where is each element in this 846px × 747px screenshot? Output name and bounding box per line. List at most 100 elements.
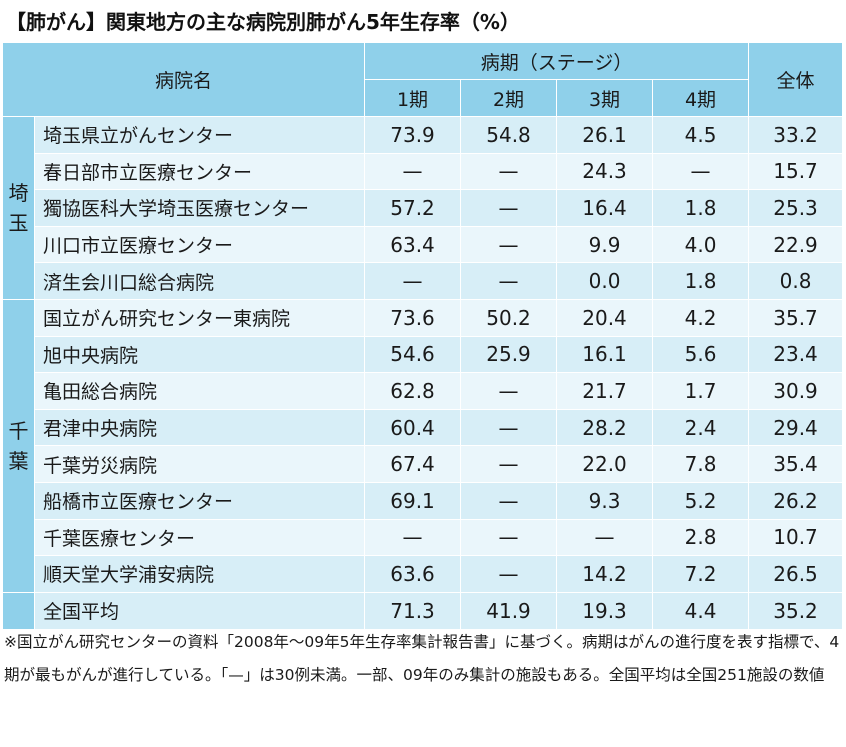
stage-3-rate-cell: 24.3 [556, 152, 654, 191]
overall-rate-cell: 23.4 [748, 335, 844, 374]
stage-4-rate-cell: 1.8 [652, 189, 750, 227]
overall-rate-cell: 22.9 [748, 225, 844, 264]
stage-3-rate-cell: 19.3 [556, 591, 654, 630]
region-label: 埼玉 [8, 180, 29, 235]
hospital-name: 済生会川口総合病院 [33, 262, 366, 300]
hospital-name: 獨協医科大学埼玉医療センター [33, 189, 366, 227]
stage-3-rate-cell: 14.2 [556, 555, 654, 593]
stage-1-rate-cell: 69.1 [364, 481, 462, 520]
stage-4-rate-cell: 4.5 [652, 116, 750, 154]
stage-2-rate-cell: — [460, 555, 558, 593]
footnote: ※国立がん研究センターの資料「2008年〜09年5年生存率集計報告書」に基づく。… [4, 633, 840, 684]
overall-rate-cell: 25.3 [748, 189, 844, 227]
hospital-name: 千葉労災病院 [33, 445, 366, 483]
hospital-column-header: 病院名 [1, 42, 366, 117]
stage-2-rate-cell: — [460, 262, 558, 300]
stage-1-rate-cell: 60.4 [364, 408, 462, 447]
stage-3-header: 3期 [556, 79, 654, 117]
stage-4-header: 4期 [652, 79, 750, 117]
stage-1-rate-cell: 63.6 [364, 555, 462, 593]
stage-4-rate-cell: 7.2 [652, 555, 750, 593]
table-row: 千葉医療センター — — —2.8 10.7 [3, 518, 844, 557]
stage-4-rate-cell: 2.8 [652, 518, 750, 557]
stage-3-rate-cell: 21.7 [556, 372, 654, 410]
national-average-label: 全国平均 [33, 591, 366, 630]
stage-3-rate-cell: 9.3 [556, 481, 654, 520]
page-title: 【肺がん】関東地方の主な病院別肺がん5年生存率（%） [6, 10, 520, 34]
stage-4-rate-cell: 4.2 [652, 298, 750, 337]
stage-2-rate-cell: — [460, 189, 558, 227]
stage-3-rate-cell: 9.9 [556, 225, 654, 264]
survival-rate-table: 病院名 病期（ステージ） 全体 1期 2期 3期 4期 埼玉 埼玉県立がんセンター… [1, 42, 844, 630]
stage-4-rate-cell: 5.2 [652, 481, 750, 520]
hospital-name: 亀田総合病院 [33, 372, 366, 410]
stage-3-rate-cell: 22.0 [556, 445, 654, 483]
table-row: 春日部市立医療センター — —24.3—15.7 [3, 152, 844, 191]
hospital-name: 国立がん研究センター東病院 [33, 298, 366, 337]
region-saitama: 埼玉 [2, 116, 35, 300]
hospital-name: 君津中央病院 [33, 408, 366, 447]
region-chiba: 千葉 [2, 298, 35, 593]
stage-1-rate-cell: 57.2 [364, 189, 462, 227]
stage-3-rate-cell: 26.1 [556, 116, 654, 154]
table-row: 千葉労災病院 67.4—22.0 7.8 35.4 [3, 445, 844, 483]
stage-2-rate-cell: 25.9 [460, 335, 558, 374]
table-row: 千葉 国立がん研究センター東病院 73.6 50.2 20.4 4.2 35.7 [2, 298, 844, 593]
table-row: 君津中央病院 60.4—28.2 2.4 29.4 [3, 408, 844, 447]
stage-4-rate-cell: 4.0 [652, 225, 750, 264]
stage-4-rate-cell: 2.4 [652, 408, 750, 447]
stage-2-rate-cell: 41.9 [460, 591, 558, 630]
stage-1-rate-cell: — [364, 518, 462, 557]
stage-4-rate-cell: — [652, 152, 750, 191]
table-row: 獨協医科大学埼玉医療センター 57.2—16.4 1.8 25.3 [3, 189, 844, 227]
stage-3-rate-cell: 16.4 [556, 189, 654, 227]
stage-1-rate-cell: 71.3 [364, 591, 462, 630]
table-row: 旭中央病院 54.6 25.9 16.1 5.6 23.4 [3, 335, 844, 374]
stage-2-rate-cell: 54.8 [460, 116, 558, 154]
overall-rate-cell: 15.7 [748, 152, 844, 191]
stage-3-rate-cell: 28.2 [556, 408, 654, 447]
region-blank [2, 591, 35, 630]
hospital-name: 埼玉県立がんセンター [33, 116, 366, 154]
stage-2-rate-cell: — [460, 481, 558, 520]
stage-2-rate-cell: — [460, 152, 558, 191]
table-row: 船橋市立医療センター 69.1—9.3 5.2 26.2 [3, 481, 844, 520]
table-row: 川口市立医療センター 63.4—9.9 4.0 22.9 [3, 225, 844, 264]
overall-rate-cell: 33.2 [748, 116, 844, 154]
stage-1-rate-cell: 67.4 [364, 445, 462, 483]
overall-rate-cell: 10.7 [748, 518, 844, 557]
stage-1-rate-cell: — [364, 152, 462, 191]
hospital-name: 順天堂大学浦安病院 [33, 555, 366, 593]
national-average-row: 全国平均 71.3 41.9 19.3 4.4 35.2 [2, 591, 844, 630]
stage-4-rate-cell: 4.4 [652, 591, 750, 630]
overall-rate-cell: 30.9 [748, 372, 844, 410]
hospital-name: 川口市立医療センター [33, 225, 366, 264]
stage-2-header: 2期 [460, 79, 558, 117]
region-label: 千葉 [8, 418, 29, 473]
table-row: 順天堂大学浦安病院 63.6—14.2 7.2 26.5 [3, 555, 844, 593]
stage-1-rate-cell: 54.6 [364, 335, 462, 374]
hospital-name: 春日部市立医療センター [33, 152, 366, 191]
stage-4-rate-cell: 7.8 [652, 445, 750, 483]
stage-4-rate-cell: 1.8 [652, 262, 750, 300]
overall-column-header: 全体 [748, 42, 844, 117]
overall-rate-cell: 29.4 [748, 408, 844, 447]
stage-1-rate-cell: 63.4 [364, 225, 462, 264]
stage-2-rate-cell: — [460, 445, 558, 483]
stage-2-rate-cell: — [460, 518, 558, 557]
stage-3-rate-cell: 0.0 [556, 262, 654, 300]
table-row: 亀田総合病院 62.8—21.7 1.7 30.9 [3, 372, 844, 410]
stage-1-rate-cell: — [364, 262, 462, 300]
overall-rate-cell: 26.5 [748, 555, 844, 593]
stage-2-rate-cell: 50.2 [460, 298, 558, 337]
overall-rate-cell: 0.8 [748, 262, 844, 300]
stage-3-rate-cell: 20.4 [556, 298, 654, 337]
table-row: 済生会川口総合病院 — —0.0 1.8 0.8 [3, 262, 844, 300]
stage-1-rate-cell: 62.8 [364, 372, 462, 410]
overall-rate-cell: 35.4 [748, 445, 844, 483]
hospital-name: 旭中央病院 [33, 335, 366, 374]
stage-1-rate-cell: 73.6 [364, 298, 462, 337]
stage-2-rate-cell: — [460, 372, 558, 410]
stage-3-rate-cell: 16.1 [556, 335, 654, 374]
overall-rate-cell: 35.7 [748, 298, 844, 337]
